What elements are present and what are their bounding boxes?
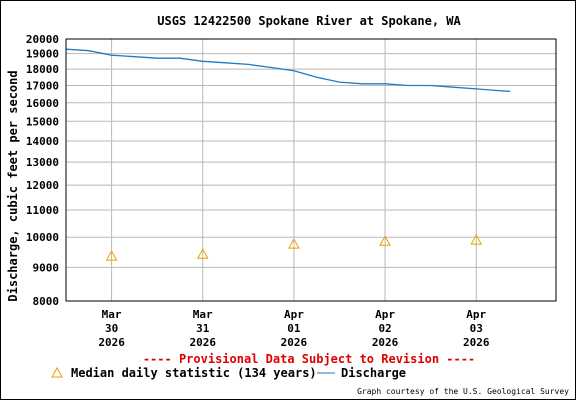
y-tick-labels: 8000 9000 10000 11000 12000 13000 14000 15000 16… — [26, 33, 59, 308]
x-tick-label: 03 — [470, 322, 483, 335]
y-axis-label: Discharge, cubic feet per second — [6, 70, 20, 301]
x-tick-label: 02 — [378, 322, 391, 335]
plot-area-border — [65, 38, 557, 302]
x-tick-labels: Mar302026Mar312026Apr012026Apr022026Apr0… — [98, 308, 490, 349]
provisional-notice: ---- Provisional Data Subject to Revisio… — [143, 352, 475, 366]
x-tick-label: Mar — [102, 308, 122, 321]
legend-triangle-icon — [51, 366, 63, 378]
series-layer — [65, 48, 511, 261]
median-triangle-marker — [470, 234, 483, 245]
x-tick-label: Apr — [466, 308, 486, 321]
x-tick-label: 2026 — [463, 336, 490, 349]
y-tick-label: 9000 — [33, 261, 60, 274]
x-tick-label: 01 — [287, 322, 301, 335]
legend-discharge-label: Discharge — [341, 366, 406, 380]
x-tick-label: 31 — [196, 322, 210, 335]
legend-median-label: Median daily statistic (134 years) — [71, 366, 317, 380]
y-tick-label: 8000 — [33, 295, 60, 308]
x-tick-label: 2026 — [98, 336, 125, 349]
x-tick-label: Apr — [375, 308, 395, 321]
y-tick-label: 14000 — [26, 135, 59, 148]
grid-lines — [66, 39, 556, 301]
median-triangle-marker — [288, 238, 300, 249]
y-tick-label: 17000 — [26, 79, 59, 92]
y-tick-label: 20000 — [26, 33, 59, 46]
x-tick-label: 2026 — [189, 336, 216, 349]
median-triangle-marker — [105, 250, 118, 261]
median-triangle-marker — [379, 235, 391, 246]
chart-title: USGS 12422500 Spokane River at Spokane, … — [157, 14, 461, 28]
discharge-line — [65, 48, 511, 93]
y-tick-label: 16000 — [26, 97, 59, 110]
credit-text: Graph courtesy of the U.S. Geological Su… — [357, 387, 569, 396]
x-tick-label: Mar — [193, 308, 213, 321]
y-tick-label: 13000 — [26, 156, 59, 169]
y-tick-label: 11000 — [26, 204, 59, 217]
x-tick-label: 2026 — [372, 336, 399, 349]
x-tick-label: 2026 — [281, 336, 308, 349]
x-tick-label: 30 — [105, 322, 118, 335]
median-triangle-marker — [196, 248, 209, 259]
y-tick-label: 15000 — [26, 115, 59, 128]
y-tick-label: 10000 — [26, 231, 59, 244]
y-tick-label: 12000 — [26, 179, 59, 192]
legend: Median daily statistic (134 years) Disch… — [51, 366, 406, 380]
x-tick-label: Apr — [284, 308, 304, 321]
y-tick-label: 18000 — [26, 63, 59, 76]
y-tick-label: 19000 — [26, 48, 59, 61]
